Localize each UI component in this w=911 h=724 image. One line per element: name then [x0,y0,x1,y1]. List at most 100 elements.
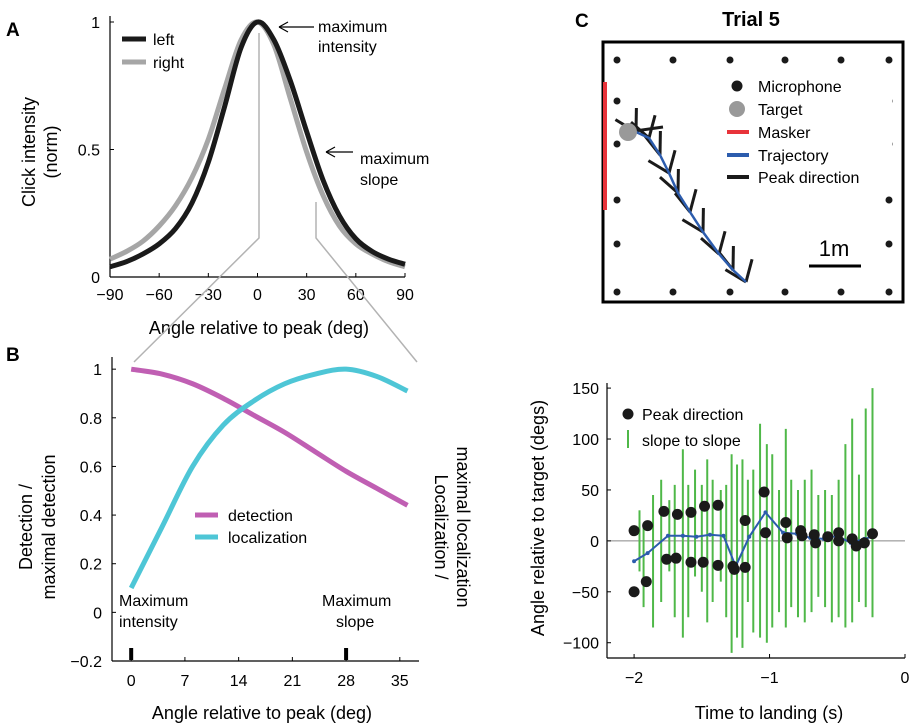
y-tick-label: 0.2 [80,557,102,574]
y-tick-label: 0.4 [80,508,102,525]
trajectory-point [694,534,699,539]
y-tick-label: 150 [572,381,599,398]
panel-c-lower-ticks: −2 −1 0 −100 −50 0 50 100 150 [563,381,910,687]
y-tick-label: 0.8 [80,411,102,428]
microphone-dot [613,97,621,105]
annotation-arrowhead-intensity [278,21,289,33]
legend-label-target: Target [758,102,803,119]
y-tick-label: 0 [91,270,100,287]
y-tick-label: 1 [91,15,100,32]
x-tick-label: 21 [283,673,301,690]
x-tick-label: 28 [337,673,355,690]
legend-label-slope-to-slope: slope to slope [642,433,741,450]
microphone-dot [613,240,621,248]
panel-a-letter: A [6,20,20,41]
peak-direction-point [759,527,771,539]
microphone-dot [885,288,893,296]
panel-b-right-axis-label-line2: maximal localization [453,446,473,607]
series-left [109,19,406,270]
y-tick-label: 0 [590,534,599,551]
y-tick-label: 50 [581,483,599,500]
peak-direction-point [866,528,878,540]
scale-bar-label: 1m [819,236,850,261]
peak-direction-point [758,486,770,498]
connector-max-intensity [133,33,260,363]
x-tick-label: 90 [396,287,414,304]
trajectory-point [707,532,712,537]
peak-direction-point [658,505,670,517]
microphone-dot [613,56,621,64]
y-tick-label: 0 [93,605,102,622]
y-tick-label: −0.2 [70,654,102,671]
x-tick-label: 0 [253,287,262,304]
peak-direction-point [796,530,808,542]
peak-direction-line [658,176,679,195]
panel-a-to-b-connectors [133,33,418,363]
peak-direction-point [712,499,724,511]
y-tick-label: −100 [563,636,599,653]
peak-direction-point [685,556,697,568]
panel-a-y-axis-label-line1: Click intensity [19,97,39,207]
trajectory-point [763,510,768,515]
y-tick-label: 1 [93,362,102,379]
microphone-dot [837,56,845,64]
microphone-dot [885,196,893,204]
panel-b-y-axis-label-line2: maximal detection [39,454,59,599]
microphone-dot [613,196,621,204]
legend-label-trajectory: Trajectory [758,148,829,165]
panel-c-legend-bg [722,76,892,186]
peak-direction-point [685,506,697,518]
panel-c-lower: −2 −1 0 −100 −50 0 50 100 150 Time to landing (s… [528,381,910,723]
panel-c-lower-legend: Peak direction slope to slope [622,407,743,450]
trajectory-point [680,533,685,538]
microphone-dot [781,56,789,64]
peak-direction-point [822,531,834,543]
peak-direction-point [640,576,652,588]
panel-a-x-axis-label: Angle relative to peak (deg) [149,318,369,338]
panel-b-plot-area [111,357,419,662]
legend-label-left: left [153,32,175,49]
panel-a-annotations: maximum intensity maximum slope [278,19,429,189]
peak-direction-point [833,527,845,539]
peak-direction-point [699,500,711,512]
peak-direction-point [670,552,682,564]
peak-direction-point [628,525,640,537]
panel-a-legend: left right [122,32,185,72]
legend-peak-direction-dot [622,408,634,420]
x-tick-label: 14 [230,673,248,690]
panel-c-legend: Microphone Target Masker Trajectory Peak… [722,76,892,187]
legend-label-localization: localization [228,530,307,547]
panel-c-lower-x-axis-label: Time to landing (s) [695,703,843,723]
peak-direction-point [833,535,845,547]
x-tick-label: −60 [146,287,173,304]
peak-direction-line [647,159,670,175]
connector-max-slope [315,202,418,363]
annotation-max-intensity-line1: maximum [318,19,387,36]
microphone-dot [613,140,621,148]
annotation-maximum-slope-line2: slope [336,614,374,631]
panel-c: C Trial 5 Microphone Target Masker Traje… [575,9,905,304]
peak-direction-point [728,563,740,575]
x-tick-label: −90 [96,287,123,304]
trajectory-point [645,551,650,556]
annotation-maximum-intensity-line1: Maximum [119,593,188,610]
x-tick-label: 0 [901,670,910,687]
peak-direction-point [671,508,683,520]
peak-direction-point [781,532,793,544]
x-tick-label: −1 [760,670,778,687]
peak-direction-line [647,114,657,139]
microphone-dot [613,288,621,296]
microphone-dot [669,56,677,64]
annotation-maximum-slope-line1: Maximum [322,593,391,610]
panel-b-ticks: 0 7 14 21 28 35 −0.2 0 0.2 0.4 0.6 0.8 1 [70,362,408,690]
panel-b-legend: detection localization [195,508,307,547]
peak-direction-point [697,556,709,568]
peak-direction-line [667,149,677,174]
panel-a-ticks: −90 −60 −30 0 30 60 90 0 0.5 1 [78,15,414,304]
peak-direction-point [712,559,724,571]
panel-c-letter: C [575,11,589,32]
panel-b-right-axis-label-line1: Localization / [431,474,451,579]
annotation-maximum-intensity-line2: intensity [119,614,178,631]
microphone-dot [781,288,789,296]
peak-direction-point [739,561,751,573]
